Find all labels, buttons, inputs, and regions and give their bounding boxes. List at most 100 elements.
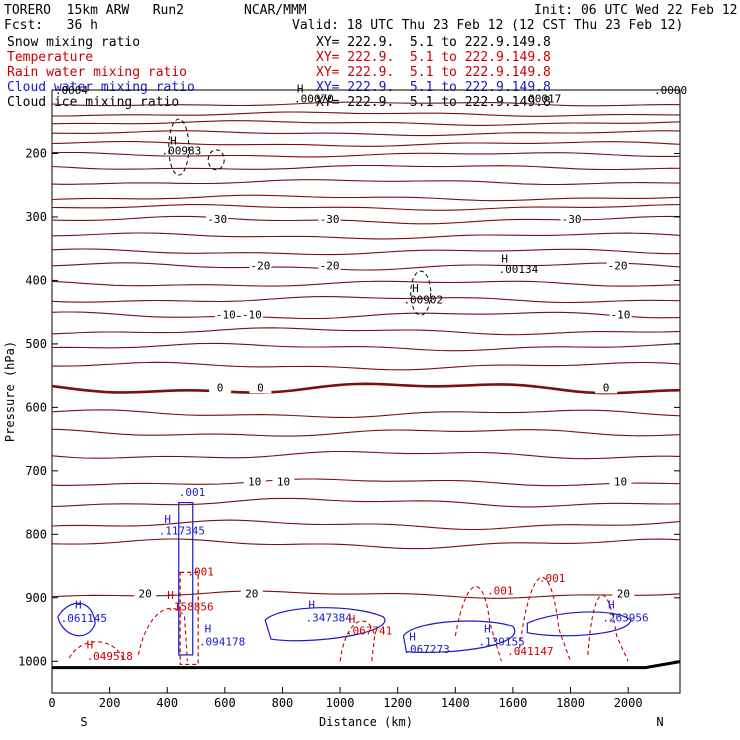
- isotherm-contour: [51, 311, 681, 320]
- forecast-hour: Fcst: 36 h: [4, 18, 98, 33]
- freezing-level-contour: [51, 382, 681, 395]
- rain-water-label: .001: [539, 572, 566, 585]
- cloud-water-label: .139155: [478, 635, 524, 648]
- temperature-contour: [51, 519, 681, 531]
- cloud-water-label: H: [164, 513, 171, 526]
- x-tick-label: 0: [48, 696, 55, 710]
- isotherm-label-bg: [134, 587, 157, 600]
- cloud-ice-label: .00017: [522, 93, 562, 106]
- isotherm-label: 10: [277, 475, 290, 488]
- rain-water-contour: [587, 594, 629, 662]
- rain-water-label: .001: [487, 585, 514, 598]
- isotherm-label-bg: [249, 259, 272, 272]
- rain-water-contour: [179, 571, 199, 666]
- snow-max-label: H: [170, 135, 177, 148]
- x-axis-label: Distance (km): [319, 715, 413, 729]
- cloud-water-label: .117345: [159, 524, 205, 537]
- isotherm-label: -20: [608, 259, 628, 272]
- ground-surface-line: [52, 660, 681, 670]
- cloud-water-label: H: [205, 623, 212, 636]
- north-end-label: N: [656, 715, 663, 729]
- isotherm-label: -10: [611, 308, 631, 321]
- isotherm-contour: [51, 590, 681, 599]
- snow-contour: [168, 118, 190, 176]
- isotherm-label: 10: [248, 475, 261, 488]
- x-tick-label: 600: [214, 696, 236, 710]
- cloud-water-label: .061145: [61, 612, 107, 625]
- rain-water-label: H: [167, 589, 174, 602]
- isotherm-label-bg: [612, 587, 635, 600]
- rain-water-label: .067741: [346, 625, 392, 638]
- legend-field-name: Temperature: [7, 50, 94, 65]
- isotherm-label: 0: [257, 381, 264, 394]
- temperature-contour: [51, 232, 681, 240]
- cloud-water-label: .094178: [199, 635, 245, 648]
- temperature-contour: [51, 497, 681, 508]
- rain-water-label: .158856: [167, 600, 213, 613]
- y-tick-label: 700: [25, 464, 47, 478]
- temperature-contour: [51, 120, 681, 126]
- snow-max-label: .00983: [161, 145, 201, 158]
- cloud-water-label: .347384: [306, 611, 353, 624]
- y-tick-label: 400: [25, 273, 47, 287]
- cloud-water-label: .001: [179, 486, 206, 499]
- x-tick-label: 200: [99, 696, 121, 710]
- legend-xy-range: XY= 222.9. 5.1 to 222.9.149.8: [316, 80, 551, 95]
- rain-water-contour: [339, 620, 376, 662]
- temperature-contour: [52, 361, 681, 371]
- legend-xy-range: XY= 222.9. 5.1 to 222.9.149.8: [316, 50, 551, 65]
- y-axis-label: Pressure (hPa): [3, 341, 17, 442]
- isotherm-label: -30: [207, 213, 227, 226]
- isotherm-label: 0: [217, 381, 224, 394]
- cloud-ice-label: H: [297, 83, 304, 96]
- isotherm-label-bg: [606, 259, 629, 272]
- isotherm-label-bg: [209, 381, 232, 394]
- temperature-contour: [51, 130, 681, 137]
- cloud-water-contour: [402, 620, 516, 653]
- temperature-contour: [51, 280, 681, 287]
- temperature-contour: [51, 450, 681, 460]
- temperature-contour: [51, 101, 681, 107]
- snow-max-label: H: [412, 282, 419, 295]
- temperature-contour: [51, 327, 681, 336]
- init-time: Init: 06 UTC Wed 22 Feb 12: [534, 3, 738, 18]
- legend-xy-range: XY= 222.9. 5.1 to 222.9.149.8: [316, 35, 551, 50]
- isotherm-label: 20: [139, 588, 152, 601]
- isotherm-label-bg: [609, 308, 632, 321]
- isotherm-label-bg: [214, 308, 237, 321]
- rain-water-label: .049518: [87, 650, 133, 663]
- y-tick-label: 200: [25, 146, 47, 160]
- snow-contour: [207, 149, 225, 171]
- rain-water-label: H: [349, 613, 356, 626]
- isotherm-label: -20: [320, 259, 340, 272]
- temperature-contour: [51, 194, 681, 202]
- isotherm-label: -10: [216, 308, 236, 321]
- y-tick-label: 1000: [18, 654, 47, 668]
- model-title: TORERO 15km ARW Run2: [4, 3, 185, 18]
- x-tick-label: 400: [156, 696, 178, 710]
- isotherm-label: 20: [617, 588, 630, 601]
- x-tick-label: 1800: [556, 696, 585, 710]
- temperature-contour: [51, 140, 681, 147]
- temperature-contour: [51, 428, 681, 437]
- isotherm-label-bg: [206, 213, 229, 226]
- valid-time: Valid: 18 UTC Thu 23 Feb 12 (12 CST Thu …: [292, 18, 684, 33]
- cloud-water-label: H: [608, 599, 615, 612]
- temperature-contour: [51, 538, 681, 550]
- cloud-water-contour: [526, 611, 632, 637]
- isotherm-label-bg: [240, 587, 263, 600]
- cloud-water-contour: [57, 602, 96, 637]
- legend-field-name: Cloud water mixing ratio: [7, 80, 195, 95]
- cloud-ice-label: .0004: [55, 84, 88, 97]
- rain-water-label: .041147: [507, 645, 553, 658]
- temperature-contour: [51, 204, 681, 211]
- isotherm-contour: [51, 478, 681, 487]
- rain-water-label: H: [87, 639, 94, 652]
- rain-water-contour: [137, 607, 188, 662]
- legend-field-name: Snow mixing ratio: [7, 35, 141, 50]
- legend-field-name: Rain water mixing ratio: [7, 65, 188, 80]
- temperature-contour: [51, 151, 681, 158]
- x-tick-label: 1600: [498, 696, 527, 710]
- rain-water-contour: [518, 577, 572, 662]
